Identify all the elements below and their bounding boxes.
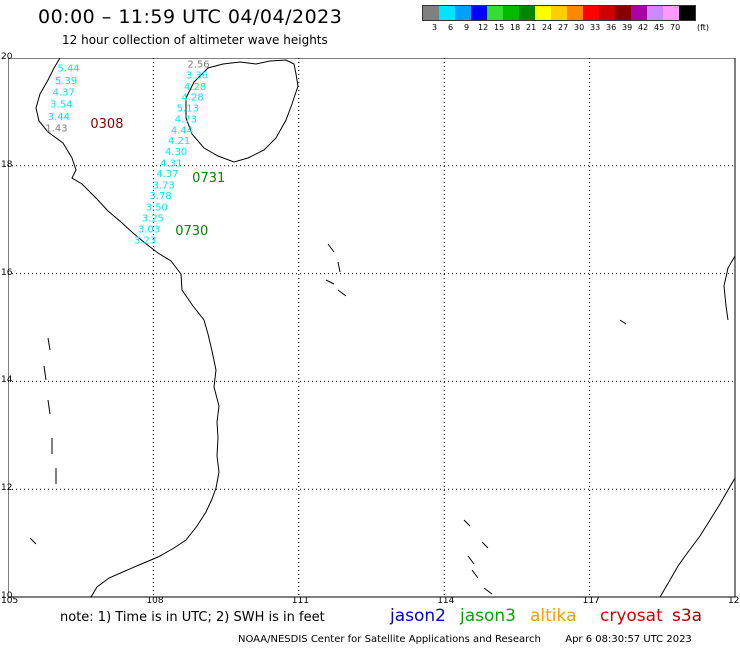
legend-swatch <box>439 6 455 20</box>
legend-label: 24 <box>542 23 553 32</box>
wave-height-map: 5.445.394.373.543.441.43 03082.563.364.28… <box>7 57 736 598</box>
legend-label: 27 <box>558 23 569 32</box>
swh-value: 3.50 <box>146 203 168 214</box>
track-time-label: 0308 <box>90 117 123 132</box>
legend-label: 12 <box>478 23 489 32</box>
legend-swatch <box>471 6 487 20</box>
swh-value: 3.23 <box>134 235 156 246</box>
swh-value: 3.73 <box>152 180 174 191</box>
swh-value: 4.37 <box>156 169 178 180</box>
track-time-label: 0731 <box>192 171 225 186</box>
legend-swatch <box>535 6 551 20</box>
swh-value: 4.28 <box>182 93 204 104</box>
x-tick-label: 114 <box>437 596 455 606</box>
y-tick-label: 14 <box>1 375 13 386</box>
y-tick-label: 10 <box>1 591 13 601</box>
sat-jason2: jason2 <box>390 606 446 626</box>
map-border <box>7 57 736 598</box>
y-tick-label: 18 <box>1 159 13 170</box>
legend-label: 42 <box>638 23 649 32</box>
y-tick-label: 20 <box>1 52 13 62</box>
legend-swatch <box>631 6 647 20</box>
legend-swatch <box>679 6 695 20</box>
swh-value: 5.13 <box>177 103 199 114</box>
swh-value: 2.56 <box>187 60 209 71</box>
swh-value: 3.44 <box>48 112 70 123</box>
swh-value: 4.37 <box>53 88 75 99</box>
legend-label: 15 <box>494 23 505 32</box>
swh-value: 4.31 <box>160 158 182 169</box>
swh-value: 4.28 <box>184 82 206 93</box>
legend-label: 70 <box>670 23 681 32</box>
credit-org: NOAA/NESDIS Center for Satellite Applica… <box>238 634 541 645</box>
swh-value: 3.54 <box>50 100 72 111</box>
legend-swatch <box>551 6 567 20</box>
sat-s3a: s3a <box>672 606 703 626</box>
swh-value: 5.39 <box>55 76 77 87</box>
map-subtitle: 12 hour collection of altimeter wave hei… <box>62 33 328 47</box>
legend-swatch <box>567 6 583 20</box>
track-time-label: 0730 <box>175 224 208 239</box>
sat-cryosat: cryosat <box>600 606 663 626</box>
swh-value: 4.73 <box>175 115 197 126</box>
swh-value: 4.21 <box>168 136 190 147</box>
credit-line: NOAA/NESDIS Center for Satellite Applica… <box>238 634 692 645</box>
legend-labels: (ft) 3 6 9 12 15 18 21 24 27 30 33 36 39 42 45 70 <box>422 21 709 35</box>
coastline <box>29 57 736 598</box>
swh-value: 3.03 <box>138 225 160 236</box>
legend-label: 30 <box>574 23 585 32</box>
legend-color-bar <box>422 5 696 21</box>
x-tick-label: 111 <box>291 596 309 606</box>
altimeter-tracks: 5.445.394.373.543.441.43 03082.563.364.28… <box>45 60 225 247</box>
y-tick-label: 16 <box>1 267 13 278</box>
wave-height-legend: (ft) 3 6 9 12 15 18 21 24 27 30 33 36 39 42 45 70 <box>422 5 709 35</box>
legend-label: 33 <box>590 23 601 32</box>
y-tick-label: 12 <box>1 483 13 494</box>
swh-value: 4.30 <box>165 147 187 158</box>
map-frame: 5.44 5.39 4.37 3.54 3.44 1.43 0308 2.56 3.36 4.28… <box>1 52 740 606</box>
swh-value: 5.44 <box>57 63 79 74</box>
coastline-hainan <box>185 59 299 163</box>
legend-swatch <box>615 6 631 20</box>
swh-value: 1.43 <box>45 123 67 134</box>
swh-value: 3.36 <box>186 70 208 81</box>
map-title: 00:00 – 11:59 UTC 04/04/2023 <box>38 6 343 28</box>
legend-swatch <box>583 6 599 20</box>
sat-altika: altika <box>530 606 577 626</box>
credit-timestamp: Apr 6 08:30:57 UTC 2023 <box>565 634 692 645</box>
coastline-borneo-coast <box>659 255 736 598</box>
legend-label: 39 <box>622 23 633 32</box>
footer-note: note: 1) Time is in UTC; 2) SWH is in fe… <box>60 610 325 625</box>
legend-swatch <box>647 6 663 20</box>
x-tick-label: 120 <box>728 596 740 606</box>
legend-swatch <box>663 6 679 20</box>
legend-label: 6 <box>448 23 454 32</box>
legend-label: 3 <box>432 23 438 32</box>
legend-unit: (ft) <box>697 23 710 32</box>
coastline-islets <box>29 243 627 595</box>
legend-swatch <box>519 6 535 20</box>
legend-label: 21 <box>526 23 537 32</box>
legend-label: 36 <box>606 23 617 32</box>
legend-swatch <box>503 6 519 20</box>
sat-jason3: jason3 <box>460 606 516 626</box>
legend-swatch <box>455 6 471 20</box>
x-tick-label: 105 <box>1 596 19 606</box>
legend-swatch <box>599 6 615 20</box>
legend-swatch <box>423 6 439 20</box>
coastline-vietnam <box>35 57 220 598</box>
swh-value: 4.44 <box>171 125 193 136</box>
footer-note-row: note: 1) Time is in UTC; 2) SWH is in fe… <box>60 606 740 632</box>
x-tick-label: 108 <box>146 596 164 606</box>
legend-label: 18 <box>510 23 521 32</box>
swh-value: 3.78 <box>150 191 172 202</box>
legend-swatch <box>487 6 503 20</box>
legend-label: 45 <box>654 23 665 32</box>
legend-label: 9 <box>464 23 470 32</box>
x-tick-label: 117 <box>582 596 600 606</box>
swh-value: 3.25 <box>142 213 164 224</box>
